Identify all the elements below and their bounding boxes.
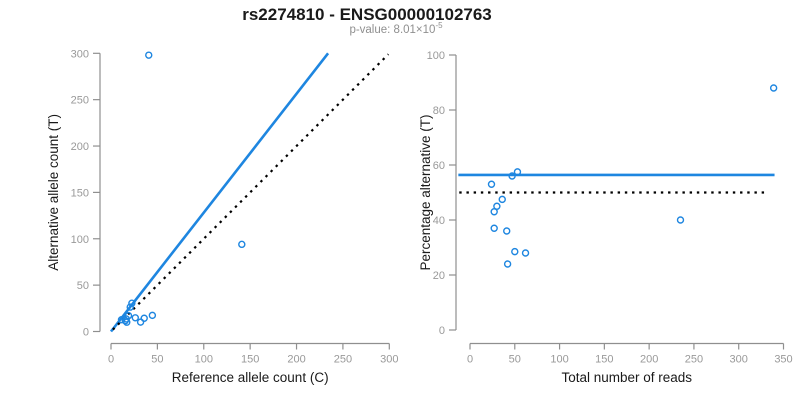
data-point: [490, 208, 498, 216]
y-tick-label: 60: [433, 160, 445, 172]
identity-line: [112, 53, 390, 331]
data-point: [513, 168, 522, 176]
x-tick-label: 150: [595, 354, 613, 366]
x-tick-label: 200: [640, 354, 658, 366]
y-axis-title: Percentage alternative (T): [418, 114, 433, 270]
data-point: [148, 311, 157, 320]
x-axis-title: Total number of reads: [561, 370, 692, 385]
x-tick-label: 150: [241, 354, 259, 366]
y-tick-label: 200: [71, 141, 89, 153]
x-tick-label: 0: [467, 354, 473, 366]
x-tick-label: 250: [685, 354, 703, 366]
x-axis-title: Reference allele count (C): [172, 370, 329, 385]
x-tick-label: 50: [151, 354, 163, 366]
y-tick-label: 300: [71, 48, 89, 60]
data-point: [508, 172, 516, 180]
y-tick-label: 150: [71, 187, 89, 199]
data-point: [511, 247, 519, 256]
data-point: [521, 249, 530, 257]
data-point: [121, 317, 129, 325]
x-tick-label: 100: [550, 354, 568, 366]
y-tick-label: 0: [439, 325, 445, 337]
x-tick-label: 250: [334, 354, 352, 366]
data-point: [769, 84, 778, 92]
x-tick-label: 0: [108, 354, 114, 366]
data-point: [145, 51, 153, 59]
data-point: [131, 314, 140, 322]
y-tick-label: 100: [71, 234, 89, 246]
data-point: [487, 180, 496, 188]
figure-title: rs2274810 - ENSG00000102763: [242, 5, 492, 24]
data-point: [126, 303, 134, 311]
data-point: [676, 216, 685, 224]
pvalue-label: p-value:: [349, 24, 394, 36]
y-tick-label: 50: [77, 280, 89, 292]
data-point: [238, 240, 246, 249]
x-tick-label: 50: [509, 354, 521, 366]
pvalue-base: 8.01×10: [393, 24, 436, 36]
x-tick-label: 100: [195, 354, 213, 366]
data-point: [503, 260, 512, 268]
data-point: [140, 314, 148, 322]
panel-0: 0 50 100 150 200 250 300 0 50 100 150 200 250 300 Refe…: [46, 48, 398, 385]
x-tick-label: 350: [774, 354, 792, 366]
y-tick-label: 80: [433, 105, 445, 117]
data-point: [123, 318, 131, 326]
y-tick-label: 40: [433, 215, 445, 227]
pvalue-subtitle: p-value: 8.01×10-5: [349, 21, 443, 36]
panel-1: 0 50 100 150 200 250 300 350 0 20 40 60 80 100 Total n…: [418, 50, 793, 385]
data-point: [490, 224, 498, 232]
regression-line: [109, 52, 330, 333]
y-axis-title: Alternative allele count (T): [46, 114, 61, 271]
y-tick-label: 0: [83, 327, 89, 339]
y-tick-label: 20: [433, 270, 445, 282]
data-point: [498, 195, 506, 204]
pvalue-exponent: -5: [435, 21, 443, 31]
y-tick-label: 250: [71, 95, 89, 107]
data-point: [503, 227, 511, 235]
data-point: [128, 299, 136, 307]
y-tick-label: 100: [427, 50, 445, 62]
x-tick-label: 200: [287, 354, 305, 366]
x-tick-label: 300: [380, 354, 398, 366]
data-point: [136, 318, 145, 326]
x-tick-label: 300: [730, 354, 748, 366]
